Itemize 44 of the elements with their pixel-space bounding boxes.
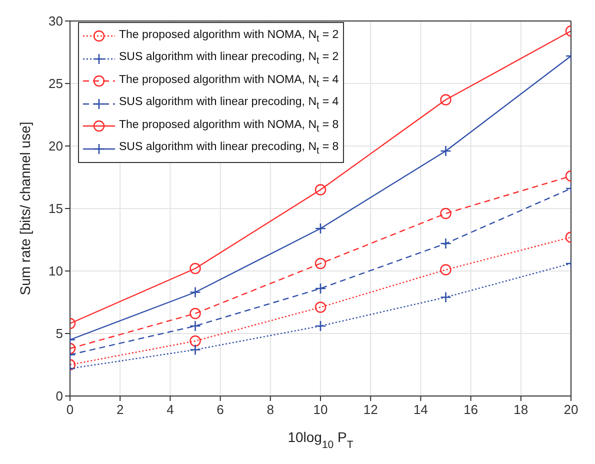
x-tick-label: 16: [464, 402, 478, 418]
point: [440, 145, 452, 157]
y-tick-label: 25: [48, 76, 63, 92]
point: [190, 262, 201, 274]
y-tick-label: 5: [56, 326, 63, 342]
point: [440, 238, 452, 250]
point: [440, 208, 452, 220]
y-axis-title: Sum rate [bits/ channel use]: [17, 122, 33, 296]
y-tick-label: 20: [48, 138, 63, 154]
x-tick-label: 20: [564, 402, 578, 418]
point: [440, 264, 452, 276]
x-tick-label: 4: [166, 402, 174, 418]
point: [314, 184, 326, 196]
point: [440, 292, 452, 303]
x-tick-label: 2: [116, 402, 124, 418]
legend-label: The proposed algorithm with NOMA, N$_{t}$ = 2: [119, 28, 339, 44]
point: [314, 258, 326, 270]
y-tick-label: 15: [48, 201, 63, 216]
x-tick-label: 12: [363, 402, 378, 418]
legend-label: The proposed algorithm with NOMA, N$_{t}$ = 8: [119, 118, 339, 134]
legend-label: SUS algorithm with linear precoding, N$_{t}$ = 2: [119, 51, 339, 66]
legend-label: The proposed algorithm with NOMA, N$_{t}$ = 4: [119, 74, 339, 89]
point: [190, 335, 201, 347]
point: [190, 320, 201, 332]
x-tick-label: 10: [313, 402, 328, 418]
x-axis-title: 10log$_{10}$ P$_{T}$: [288, 429, 354, 451]
x-tick-label: 8: [266, 402, 274, 418]
legend-label: SUS algorithm with linear precoding, N$_{t}$ = 4: [119, 96, 339, 112]
point: [314, 222, 326, 234]
y-tick-label: 10: [48, 264, 63, 279]
point: [314, 320, 326, 332]
x-tick-label: 18: [514, 402, 528, 418]
x-tick-label: 14: [413, 402, 428, 418]
y-tick-label: 30: [48, 14, 63, 29]
point: [314, 302, 326, 313]
point: [190, 308, 201, 320]
point: [440, 94, 452, 106]
point: [190, 286, 201, 298]
x-tick-label: 0: [66, 402, 74, 418]
point: [190, 344, 201, 356]
legend-label: SUS algorithm with linear precoding, N$_{t}$ = 8: [119, 141, 339, 156]
point: [314, 282, 326, 294]
x-tick-label: 6: [216, 402, 224, 418]
y-tick-label: 0: [56, 388, 63, 404]
